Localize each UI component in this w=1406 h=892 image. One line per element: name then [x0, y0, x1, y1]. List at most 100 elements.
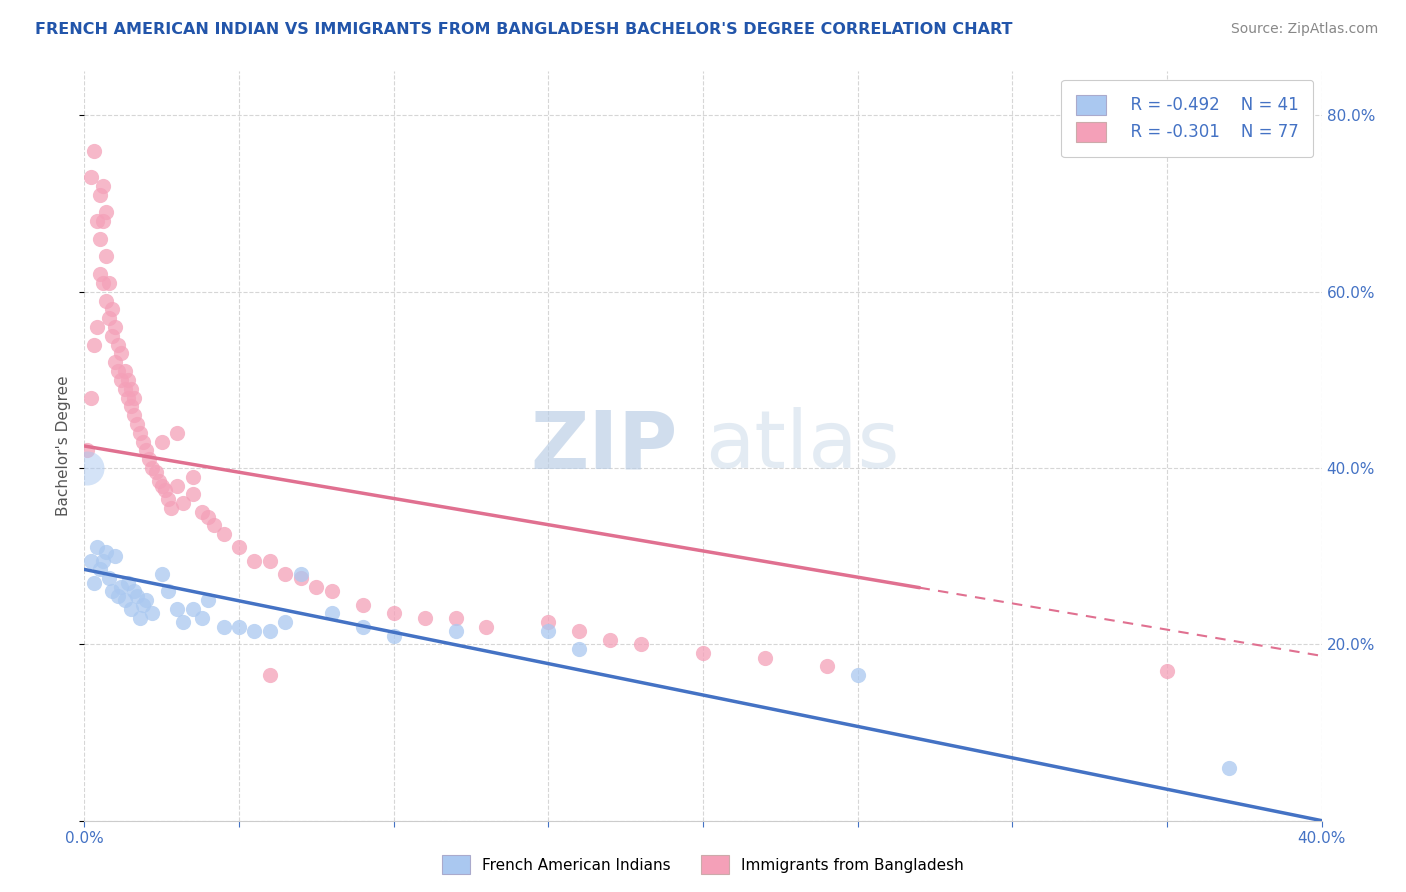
Point — [114, 382, 136, 396]
Point — [599, 632, 621, 647]
Point — [91, 178, 114, 193]
Point — [129, 611, 152, 625]
Point — [228, 541, 250, 555]
Point — [83, 144, 105, 158]
Legend:   R = -0.492    N = 41,   R = -0.301    N = 77: R = -0.492 N = 41, R = -0.301 N = 77 — [1062, 79, 1313, 157]
Point — [166, 602, 188, 616]
Point — [150, 434, 173, 449]
Point — [86, 214, 108, 228]
Point — [89, 562, 111, 576]
Text: atlas: atlas — [704, 407, 900, 485]
Point — [259, 624, 281, 639]
Point — [243, 624, 266, 639]
Legend: French American Indians, Immigrants from Bangladesh: French American Indians, Immigrants from… — [436, 849, 970, 880]
Point — [156, 491, 179, 506]
Point — [125, 589, 148, 603]
Point — [132, 434, 155, 449]
Point — [191, 505, 214, 519]
Point — [150, 566, 173, 581]
Point — [101, 584, 124, 599]
Point — [120, 602, 142, 616]
Text: FRENCH AMERICAN INDIAN VS IMMIGRANTS FROM BANGLADESH BACHELOR'S DEGREE CORRELATI: FRENCH AMERICAN INDIAN VS IMMIGRANTS FRO… — [35, 22, 1012, 37]
Point — [274, 566, 297, 581]
Point — [321, 607, 343, 621]
Point — [568, 641, 591, 656]
Point — [101, 302, 124, 317]
Point — [83, 575, 105, 590]
Point — [110, 346, 132, 360]
Point — [122, 584, 145, 599]
Point — [110, 373, 132, 387]
Point — [413, 611, 436, 625]
Point — [166, 478, 188, 492]
Point — [122, 408, 145, 422]
Point — [94, 205, 117, 219]
Point — [107, 589, 129, 603]
Point — [107, 337, 129, 351]
Point — [259, 553, 281, 567]
Point — [274, 615, 297, 630]
Point — [150, 478, 173, 492]
Point — [475, 620, 498, 634]
Point — [537, 615, 560, 630]
Point — [172, 615, 194, 630]
Point — [321, 584, 343, 599]
Point — [107, 364, 129, 378]
Point — [110, 580, 132, 594]
Point — [120, 400, 142, 414]
Point — [352, 620, 374, 634]
Point — [117, 391, 139, 405]
Point — [290, 571, 312, 585]
Point — [94, 250, 117, 264]
Point — [114, 364, 136, 378]
Point — [79, 553, 101, 567]
Point — [98, 276, 121, 290]
Point — [1156, 664, 1178, 678]
Point — [191, 611, 214, 625]
Point — [444, 624, 467, 639]
Point — [94, 545, 117, 559]
Point — [181, 602, 204, 616]
Point — [101, 328, 124, 343]
Point — [290, 566, 312, 581]
Point — [172, 496, 194, 510]
Point — [815, 659, 838, 673]
Point — [138, 452, 160, 467]
Point — [153, 483, 176, 497]
Point — [202, 518, 225, 533]
Point — [305, 580, 328, 594]
Point — [352, 598, 374, 612]
Point — [382, 607, 405, 621]
Point — [135, 443, 157, 458]
Point — [148, 475, 170, 489]
Point — [692, 646, 714, 660]
Point — [86, 541, 108, 555]
Point — [120, 382, 142, 396]
Point — [444, 611, 467, 625]
Point — [197, 593, 219, 607]
Point — [212, 527, 235, 541]
Point — [117, 575, 139, 590]
Point — [91, 276, 114, 290]
Point — [160, 500, 183, 515]
Point — [568, 624, 591, 639]
Point — [89, 187, 111, 202]
Point — [98, 571, 121, 585]
Point — [156, 584, 179, 599]
Point — [243, 553, 266, 567]
Point — [98, 311, 121, 326]
Point — [76, 461, 98, 475]
Point — [166, 425, 188, 440]
Point — [91, 214, 114, 228]
Point — [181, 487, 204, 501]
Point — [135, 593, 157, 607]
Point — [104, 549, 127, 564]
Point — [846, 668, 869, 682]
Point — [89, 232, 111, 246]
Point — [259, 668, 281, 682]
Y-axis label: Bachelor's Degree: Bachelor's Degree — [56, 376, 72, 516]
Point — [91, 553, 114, 567]
Point — [132, 598, 155, 612]
Text: Source: ZipAtlas.com: Source: ZipAtlas.com — [1230, 22, 1378, 37]
Point — [141, 607, 163, 621]
